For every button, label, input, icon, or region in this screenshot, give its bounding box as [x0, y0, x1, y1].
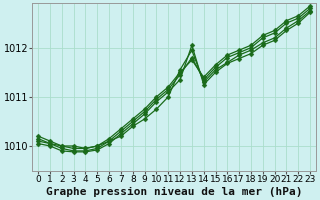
X-axis label: Graphe pression niveau de la mer (hPa): Graphe pression niveau de la mer (hPa) — [46, 186, 302, 197]
